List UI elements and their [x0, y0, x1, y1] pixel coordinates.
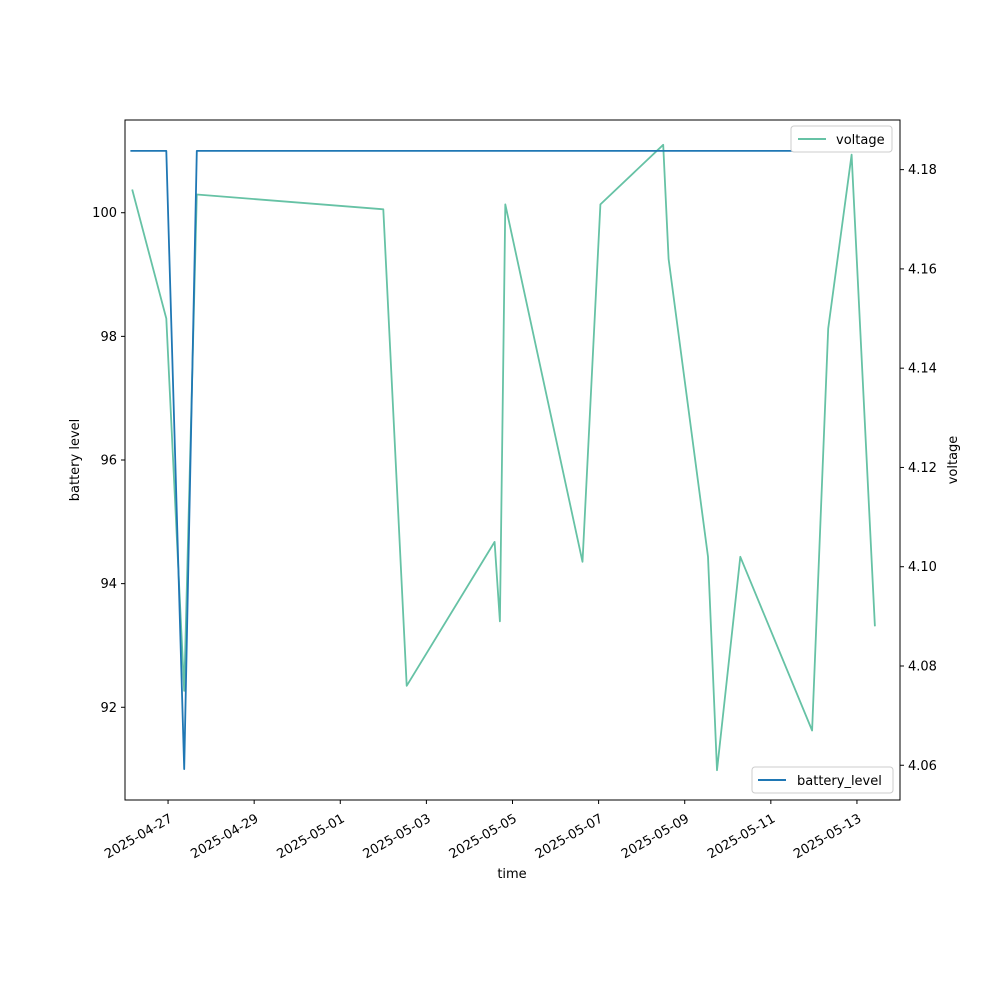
legend-battery-level-box	[751, 766, 894, 794]
left-y-tick-label: 92	[100, 701, 117, 716]
right-y-axis: 4.06 4.08 4.10 4.12 4.14 4.16 4.18	[900, 163, 937, 774]
right-y-tick-label: 4.14	[908, 362, 937, 377]
series-layer	[130, 143, 876, 772]
legend-battery-level-label: battery_level	[797, 774, 882, 789]
x-tick-label: 2025-05-05	[447, 811, 520, 862]
right-y-tick-label: 4.16	[908, 262, 937, 277]
x-tick-label: 2025-05-11	[705, 811, 778, 862]
right-y-axis-label: voltage	[946, 436, 961, 485]
series-line-battery-level	[130, 149, 874, 770]
x-tick-label: 2025-05-07	[533, 811, 606, 862]
plot-frame	[124, 119, 901, 801]
legend-voltage-label: voltage	[836, 133, 885, 148]
right-y-tick-label: 4.06	[908, 759, 937, 774]
x-tick-label: 2025-04-27	[102, 811, 175, 862]
left-y-tick-label: 98	[100, 330, 117, 345]
series-line-voltage	[131, 143, 876, 772]
left-y-axis-label: battery level	[68, 419, 83, 502]
right-y-tick-label: 4.10	[908, 560, 937, 575]
left-y-tick-label: 100	[92, 206, 117, 221]
right-y-tick-label: 4.08	[908, 659, 937, 674]
x-tick-label: 2025-05-13	[791, 811, 864, 862]
x-axis-label: time	[497, 867, 526, 882]
left-y-tick-label: 96	[100, 454, 117, 469]
legend-battery-level: battery_level	[751, 766, 894, 794]
legend-voltage-box	[790, 125, 893, 153]
left-y-axis: 92 94 96 98 100	[92, 206, 125, 716]
left-y-tick-label: 94	[100, 577, 117, 592]
x-axis: 2025-04-27 2025-04-29 2025-05-01 2025-05-03…	[102, 800, 864, 862]
right-y-tick-label: 4.18	[908, 163, 937, 178]
x-tick-label: 2025-05-09	[619, 811, 692, 862]
x-tick-label: 2025-04-29	[188, 811, 261, 862]
x-tick-label: 2025-05-01	[275, 811, 348, 862]
legend-voltage: voltage	[790, 125, 893, 153]
x-tick-label: 2025-05-03	[361, 811, 434, 862]
right-y-tick-label: 4.12	[908, 461, 937, 476]
